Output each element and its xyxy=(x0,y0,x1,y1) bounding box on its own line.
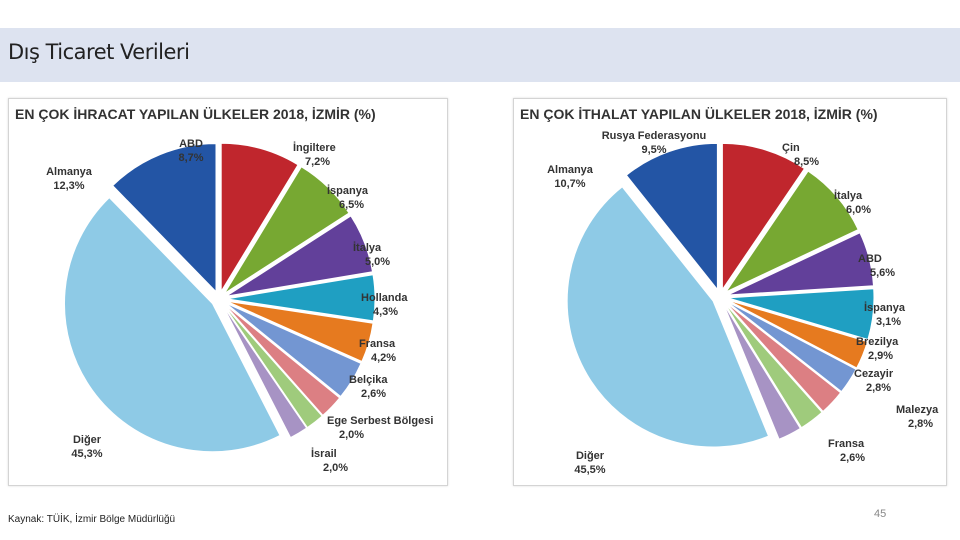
page-number: 45 xyxy=(874,508,887,520)
pie-slice-israil xyxy=(222,305,308,439)
export-chart-panel: EN ÇOK İHRACAT YAPILAN ÜLKELER 2018, İZM… xyxy=(8,98,448,486)
pie-slice-ispanya xyxy=(727,299,869,369)
slice-label-israil: İsrail xyxy=(311,447,337,460)
slice-value-ege-serbest-bolgesi: 2,0% xyxy=(339,429,364,441)
slice-label-fransa: Fransa xyxy=(359,338,396,350)
pie-slice-fransa xyxy=(225,302,362,398)
import-pie-chart: Rusya Federasyonu 9,5% Çin 8,5% İtalya 6,0% AB… xyxy=(547,130,939,476)
import-chart-panel: EN ÇOK İTHALAT YAPILAN ÜLKELER 2018, İZM… xyxy=(513,98,947,486)
pie-slice-almanya xyxy=(111,143,217,293)
pie-slice-ingiltere xyxy=(224,166,350,294)
slice-value-belcika: 2,6% xyxy=(361,388,386,400)
slice-label-rusya-federasyonu: Rusya Federasyonu xyxy=(602,130,707,142)
pie-slice-rusya-federasyonu xyxy=(721,142,806,292)
pie-slice-abd xyxy=(220,142,299,294)
slice-label-abd: ABD xyxy=(858,253,882,265)
slice-value-ispanya: 6,5% xyxy=(339,199,364,211)
pie-slice-italya xyxy=(727,232,875,296)
slice-value-ingiltere: 7,2% xyxy=(305,156,330,168)
slice-label-italya: İtalya xyxy=(834,189,863,202)
slice-label-cin: Çin xyxy=(782,142,800,154)
slice-label-brezilya: Brezilya xyxy=(856,336,899,348)
page-title: Dış Ticaret Verileri xyxy=(8,40,190,64)
pie-slice-hollanda xyxy=(226,300,374,363)
export-chart-title: EN ÇOK İHRACAT YAPILAN ÜLKELER 2018, İZM… xyxy=(15,106,376,122)
slice-label-malezya: Malezya xyxy=(896,404,939,416)
slice-label-almanya: Almanya xyxy=(46,166,93,178)
slice-value-hollanda: 4,3% xyxy=(373,306,398,318)
slice-value-diger: 45,5% xyxy=(574,464,605,476)
slice-value-brezilya: 2,9% xyxy=(868,350,893,362)
slice-value-abd: 5,6% xyxy=(870,267,895,279)
source-note: Kaynak: TÜİK, İzmir Bölge Müdürlüğü xyxy=(8,514,176,525)
slice-label-ingiltere: İngiltere xyxy=(293,141,336,154)
slice-value-israil: 2,0% xyxy=(323,462,348,474)
import-chart-title: EN ÇOK İTHALAT YAPILAN ÜLKELER 2018, İZM… xyxy=(520,106,878,122)
slice-value-fransa: 4,2% xyxy=(371,352,396,364)
slice-value-italya: 5,0% xyxy=(365,256,390,268)
slice-value-abd: 8,7% xyxy=(178,152,203,164)
pie-slice-diger xyxy=(566,186,770,448)
slice-label-ispanya: İspanya xyxy=(327,184,369,197)
slice-value-cin: 8,5% xyxy=(794,156,819,168)
slice-value-almanya: 10,7% xyxy=(554,178,585,190)
slice-label-ege-serbest-bolgesi: Ege Serbest Bölgesi xyxy=(327,415,433,427)
slice-value-rusya-federasyonu: 9,5% xyxy=(641,144,666,156)
slice-value-malezya: 2,8% xyxy=(908,418,933,430)
pie-slice-almanya xyxy=(625,142,718,291)
slice-label-italya: İtalya xyxy=(353,241,382,254)
pie-slice-malezya xyxy=(724,303,823,429)
slice-label-cezayir: Cezayir xyxy=(854,368,894,380)
slice-value-cezayir: 2,8% xyxy=(866,382,891,394)
pie-slice-belcika xyxy=(224,304,341,417)
slice-label-abd: ABD xyxy=(179,138,203,150)
slice-label-diger: Diğer xyxy=(73,434,102,446)
slice-value-almanya: 12,3% xyxy=(53,180,84,192)
slice-label-ispanya: İspanya xyxy=(864,301,906,314)
slice-value-ispanya: 3,1% xyxy=(876,316,901,328)
pie-slice-italya xyxy=(226,274,376,322)
pie-slice-cin xyxy=(724,170,859,294)
pie-slice-diger xyxy=(64,196,281,453)
slice-value-fransa: 2,6% xyxy=(840,452,865,464)
slice-label-fransa: Fransa xyxy=(828,438,865,450)
export-pie-chart: ABD 8,7% İngiltere 7,2% İspanya 6,5% İtalya 5,0… xyxy=(46,138,433,474)
pie-slice-ege-serbest-bolgesi xyxy=(223,304,323,429)
slice-label-diger: Diğer xyxy=(576,450,605,462)
header-band xyxy=(0,28,960,82)
pie-slice-fransa xyxy=(723,303,801,440)
pie-slice-abd xyxy=(727,288,875,341)
slice-label-belcika: Belçika xyxy=(349,374,388,386)
slice-label-hollanda: Hollanda xyxy=(361,292,408,304)
pie-slice-brezilya xyxy=(726,300,857,393)
pie-slice-ispanya xyxy=(226,215,374,297)
slice-label-almanya: Almanya xyxy=(547,164,594,176)
slice-value-italya: 6,0% xyxy=(846,204,871,216)
pie-slice-cezayir xyxy=(725,302,842,413)
slice-value-diger: 45,3% xyxy=(71,448,102,460)
